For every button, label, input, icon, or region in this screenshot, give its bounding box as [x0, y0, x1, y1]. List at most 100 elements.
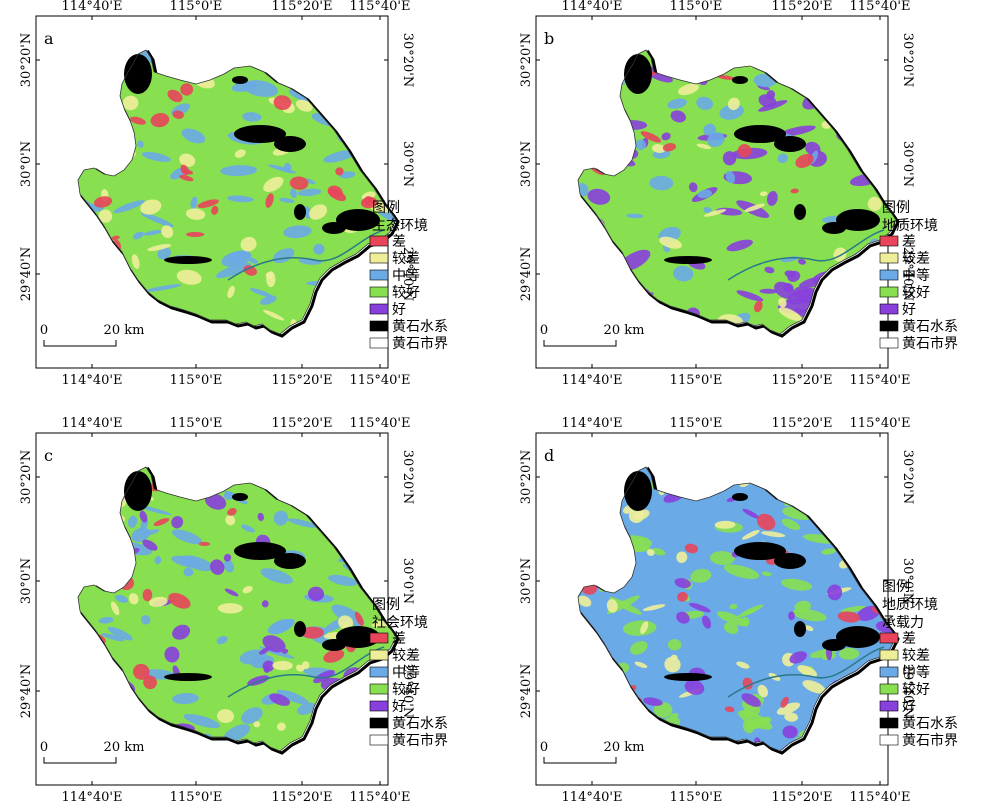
water-body: [322, 639, 346, 651]
class-patch: [781, 578, 813, 591]
class-patch: [777, 153, 789, 164]
class-patch: [161, 225, 174, 239]
right-tick-label: 30°20'N: [900, 33, 915, 88]
class-patch: [327, 574, 358, 586]
left-tick-label: 29°40'N: [519, 664, 534, 719]
class-patch: [662, 143, 677, 152]
class-patch: [204, 493, 227, 510]
class-patch: [147, 243, 172, 252]
class-patch: [128, 593, 139, 605]
class-patch: [273, 510, 288, 526]
bottom-tick-label: 115°20'E: [772, 790, 833, 805]
bottom-tick-label: 115°0'E: [170, 373, 223, 388]
left-tick-label: 30°0'N: [19, 141, 34, 187]
class-patch: [643, 697, 663, 706]
class-patch: [640, 131, 662, 143]
class-patch: [649, 175, 674, 191]
class-patch: [659, 236, 682, 249]
class-patch: [667, 639, 682, 651]
water-body: [822, 639, 846, 651]
class-patch: [758, 100, 788, 112]
class-patch: [220, 165, 258, 177]
top-tick-label: 114°40'E: [562, 0, 623, 14]
scale-bar: [543, 757, 617, 764]
class-patch: [283, 225, 312, 239]
top-tick-label: 115°0'E: [670, 0, 723, 14]
class-patch: [301, 626, 324, 639]
class-patch: [227, 285, 235, 299]
class-patch: [587, 188, 611, 205]
class-patch: [307, 586, 325, 602]
class-patch: [167, 89, 183, 103]
river: [227, 229, 385, 281]
class-patch: [107, 626, 133, 641]
scale-bar-end: 20 km: [104, 323, 145, 338]
class-patch: [263, 309, 285, 321]
class-patch: [139, 510, 148, 523]
water-body: [232, 76, 248, 84]
class-patch: [670, 110, 686, 123]
class-patch: [634, 661, 648, 669]
map-panel-d: 114°40'E 115°0'E 115°20'E 115°40'E 114°40'E 1…: [519, 416, 958, 805]
class-patch: [171, 529, 203, 545]
legend-swatch: [369, 700, 389, 712]
legend-item-label: 黄石市界: [392, 732, 448, 749]
class-patch: [223, 491, 234, 500]
class-patch: [253, 721, 261, 728]
class-patch: [133, 663, 150, 680]
bottom-tick-label: 115°20'E: [772, 373, 833, 388]
class-patch: [789, 651, 808, 664]
class-patch: [764, 266, 775, 274]
class-patch: [211, 205, 219, 215]
left-tick-label: 30°20'N: [19, 33, 34, 88]
right-tick-label: 30°20'N: [900, 450, 915, 505]
class-patch: [217, 603, 243, 614]
scale-bar: [43, 340, 117, 347]
panel-letter: c: [44, 446, 53, 465]
legend-item-label: 黄石水系: [902, 318, 958, 335]
bottom-tick-label: 115°20'E: [272, 790, 333, 805]
class-patch: [628, 508, 644, 523]
bottom-tick-label: 115°40'E: [850, 790, 911, 805]
class-patch: [782, 725, 798, 739]
class-patch: [742, 508, 760, 519]
class-patch: [240, 236, 257, 252]
legend-item-label: 黄石市界: [392, 335, 448, 352]
class-patch: [804, 625, 814, 632]
class-patch: [703, 209, 727, 217]
class-patch: [363, 196, 374, 206]
class-patch: [180, 164, 190, 176]
water-body: [822, 222, 846, 234]
class-patch: [797, 665, 818, 678]
top-tick-label: 115°40'E: [350, 0, 411, 14]
left-tick-label: 30°20'N: [19, 450, 34, 505]
class-patch: [297, 702, 316, 715]
class-patch: [661, 132, 671, 141]
class-patch: [131, 527, 151, 543]
legend-item-label: 黄石水系: [392, 318, 448, 335]
left-tick-label: 29°40'N: [19, 664, 34, 719]
class-patch: [335, 167, 344, 176]
legend-title: 地质环境: [882, 597, 938, 613]
class-patch: [240, 524, 255, 533]
water-body: [234, 125, 286, 143]
legend-item-label: 黄石水系: [902, 715, 958, 732]
legend-swatch: [369, 666, 389, 678]
legend-item-label: 中等: [902, 267, 930, 284]
class-patch: [276, 689, 309, 705]
class-patch: [305, 178, 316, 185]
class-patch: [821, 548, 837, 555]
class-patch: [776, 702, 801, 715]
class-patch: [234, 149, 246, 158]
class-patch: [301, 661, 310, 670]
class-patch: [714, 520, 736, 529]
class-patch: [674, 578, 691, 589]
river: [227, 646, 385, 698]
bottom-tick-label: 115°20'E: [272, 373, 333, 388]
class-patch: [225, 514, 236, 526]
class-patch: [651, 548, 666, 556]
class-patch: [157, 247, 171, 260]
scale-bar-end: 20 km: [604, 323, 645, 338]
class-patch: [664, 656, 681, 673]
class-patch: [667, 98, 687, 109]
